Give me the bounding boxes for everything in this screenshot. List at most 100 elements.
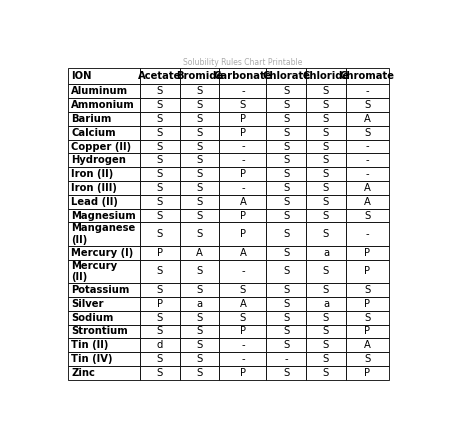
Bar [140,246,180,260]
Text: -: - [241,267,245,276]
Bar [219,209,266,223]
Bar [306,154,346,167]
Text: S: S [365,285,371,295]
Bar [140,167,180,181]
Text: Ammonium: Ammonium [71,100,135,110]
Bar [306,140,346,154]
Text: S: S [283,211,290,220]
Text: S: S [196,340,203,350]
Text: S: S [240,100,246,110]
Text: P: P [240,327,246,336]
Text: S: S [323,327,329,336]
Bar [266,260,306,283]
Text: S: S [283,197,290,207]
Text: S: S [323,169,329,179]
Bar [180,246,219,260]
Text: P: P [240,229,246,239]
Text: S: S [157,313,163,323]
Text: S: S [196,327,203,336]
Text: S: S [283,183,290,193]
Bar [68,181,140,195]
Bar [346,140,389,154]
Text: S: S [196,183,203,193]
Bar [266,209,306,223]
Text: Strontium: Strontium [71,327,128,336]
Text: S: S [323,211,329,220]
Bar [346,126,389,140]
Text: S: S [323,155,329,165]
Text: S: S [157,285,163,295]
Bar [68,324,140,338]
Bar [266,85,306,98]
Bar [219,195,266,209]
Bar [140,352,180,366]
Text: S: S [323,86,329,96]
Text: S: S [157,155,163,165]
Bar [266,126,306,140]
Text: Hydrogen: Hydrogen [71,155,126,165]
Bar [68,195,140,209]
Bar [219,352,266,366]
Bar [140,140,180,154]
Bar [140,195,180,209]
Text: S: S [323,285,329,295]
Bar [266,154,306,167]
Text: Copper (II): Copper (II) [71,142,131,151]
Bar [346,85,389,98]
Text: S: S [323,313,329,323]
Text: S: S [157,142,163,151]
Text: S: S [157,183,163,193]
Text: S: S [157,86,163,96]
Text: Lead (II): Lead (II) [71,197,118,207]
Bar [346,338,389,352]
Bar [219,324,266,338]
Bar [140,311,180,324]
Text: S: S [196,211,203,220]
Bar [306,246,346,260]
Bar [306,126,346,140]
Bar [180,324,219,338]
Bar [140,181,180,195]
Bar [306,352,346,366]
Bar [346,246,389,260]
Text: -: - [241,340,245,350]
Bar [306,283,346,297]
Text: S: S [157,100,163,110]
Bar [68,366,140,380]
Text: S: S [283,142,290,151]
Bar [68,140,140,154]
Bar [266,68,306,85]
Bar [68,283,140,297]
Bar [346,209,389,223]
Text: P: P [240,211,246,220]
Text: S: S [157,267,163,276]
Text: S: S [196,155,203,165]
Bar [266,352,306,366]
Bar [346,154,389,167]
Bar [140,338,180,352]
Text: S: S [283,313,290,323]
Bar [180,195,219,209]
Text: S: S [196,169,203,179]
Bar [219,297,266,311]
Bar [180,366,219,380]
Text: S: S [196,197,203,207]
Text: S: S [323,183,329,193]
Bar [346,297,389,311]
Text: S: S [196,142,203,151]
Text: S: S [283,327,290,336]
Text: S: S [283,229,290,239]
Text: S: S [323,340,329,350]
Bar [140,297,180,311]
Text: Potassium: Potassium [71,285,129,295]
Bar [306,338,346,352]
Text: S: S [283,248,290,258]
Text: -: - [365,142,369,151]
Bar [219,140,266,154]
Bar [140,85,180,98]
Bar [306,324,346,338]
Text: -: - [365,86,369,96]
Bar [68,167,140,181]
Text: A: A [364,183,371,193]
Text: S: S [283,285,290,295]
